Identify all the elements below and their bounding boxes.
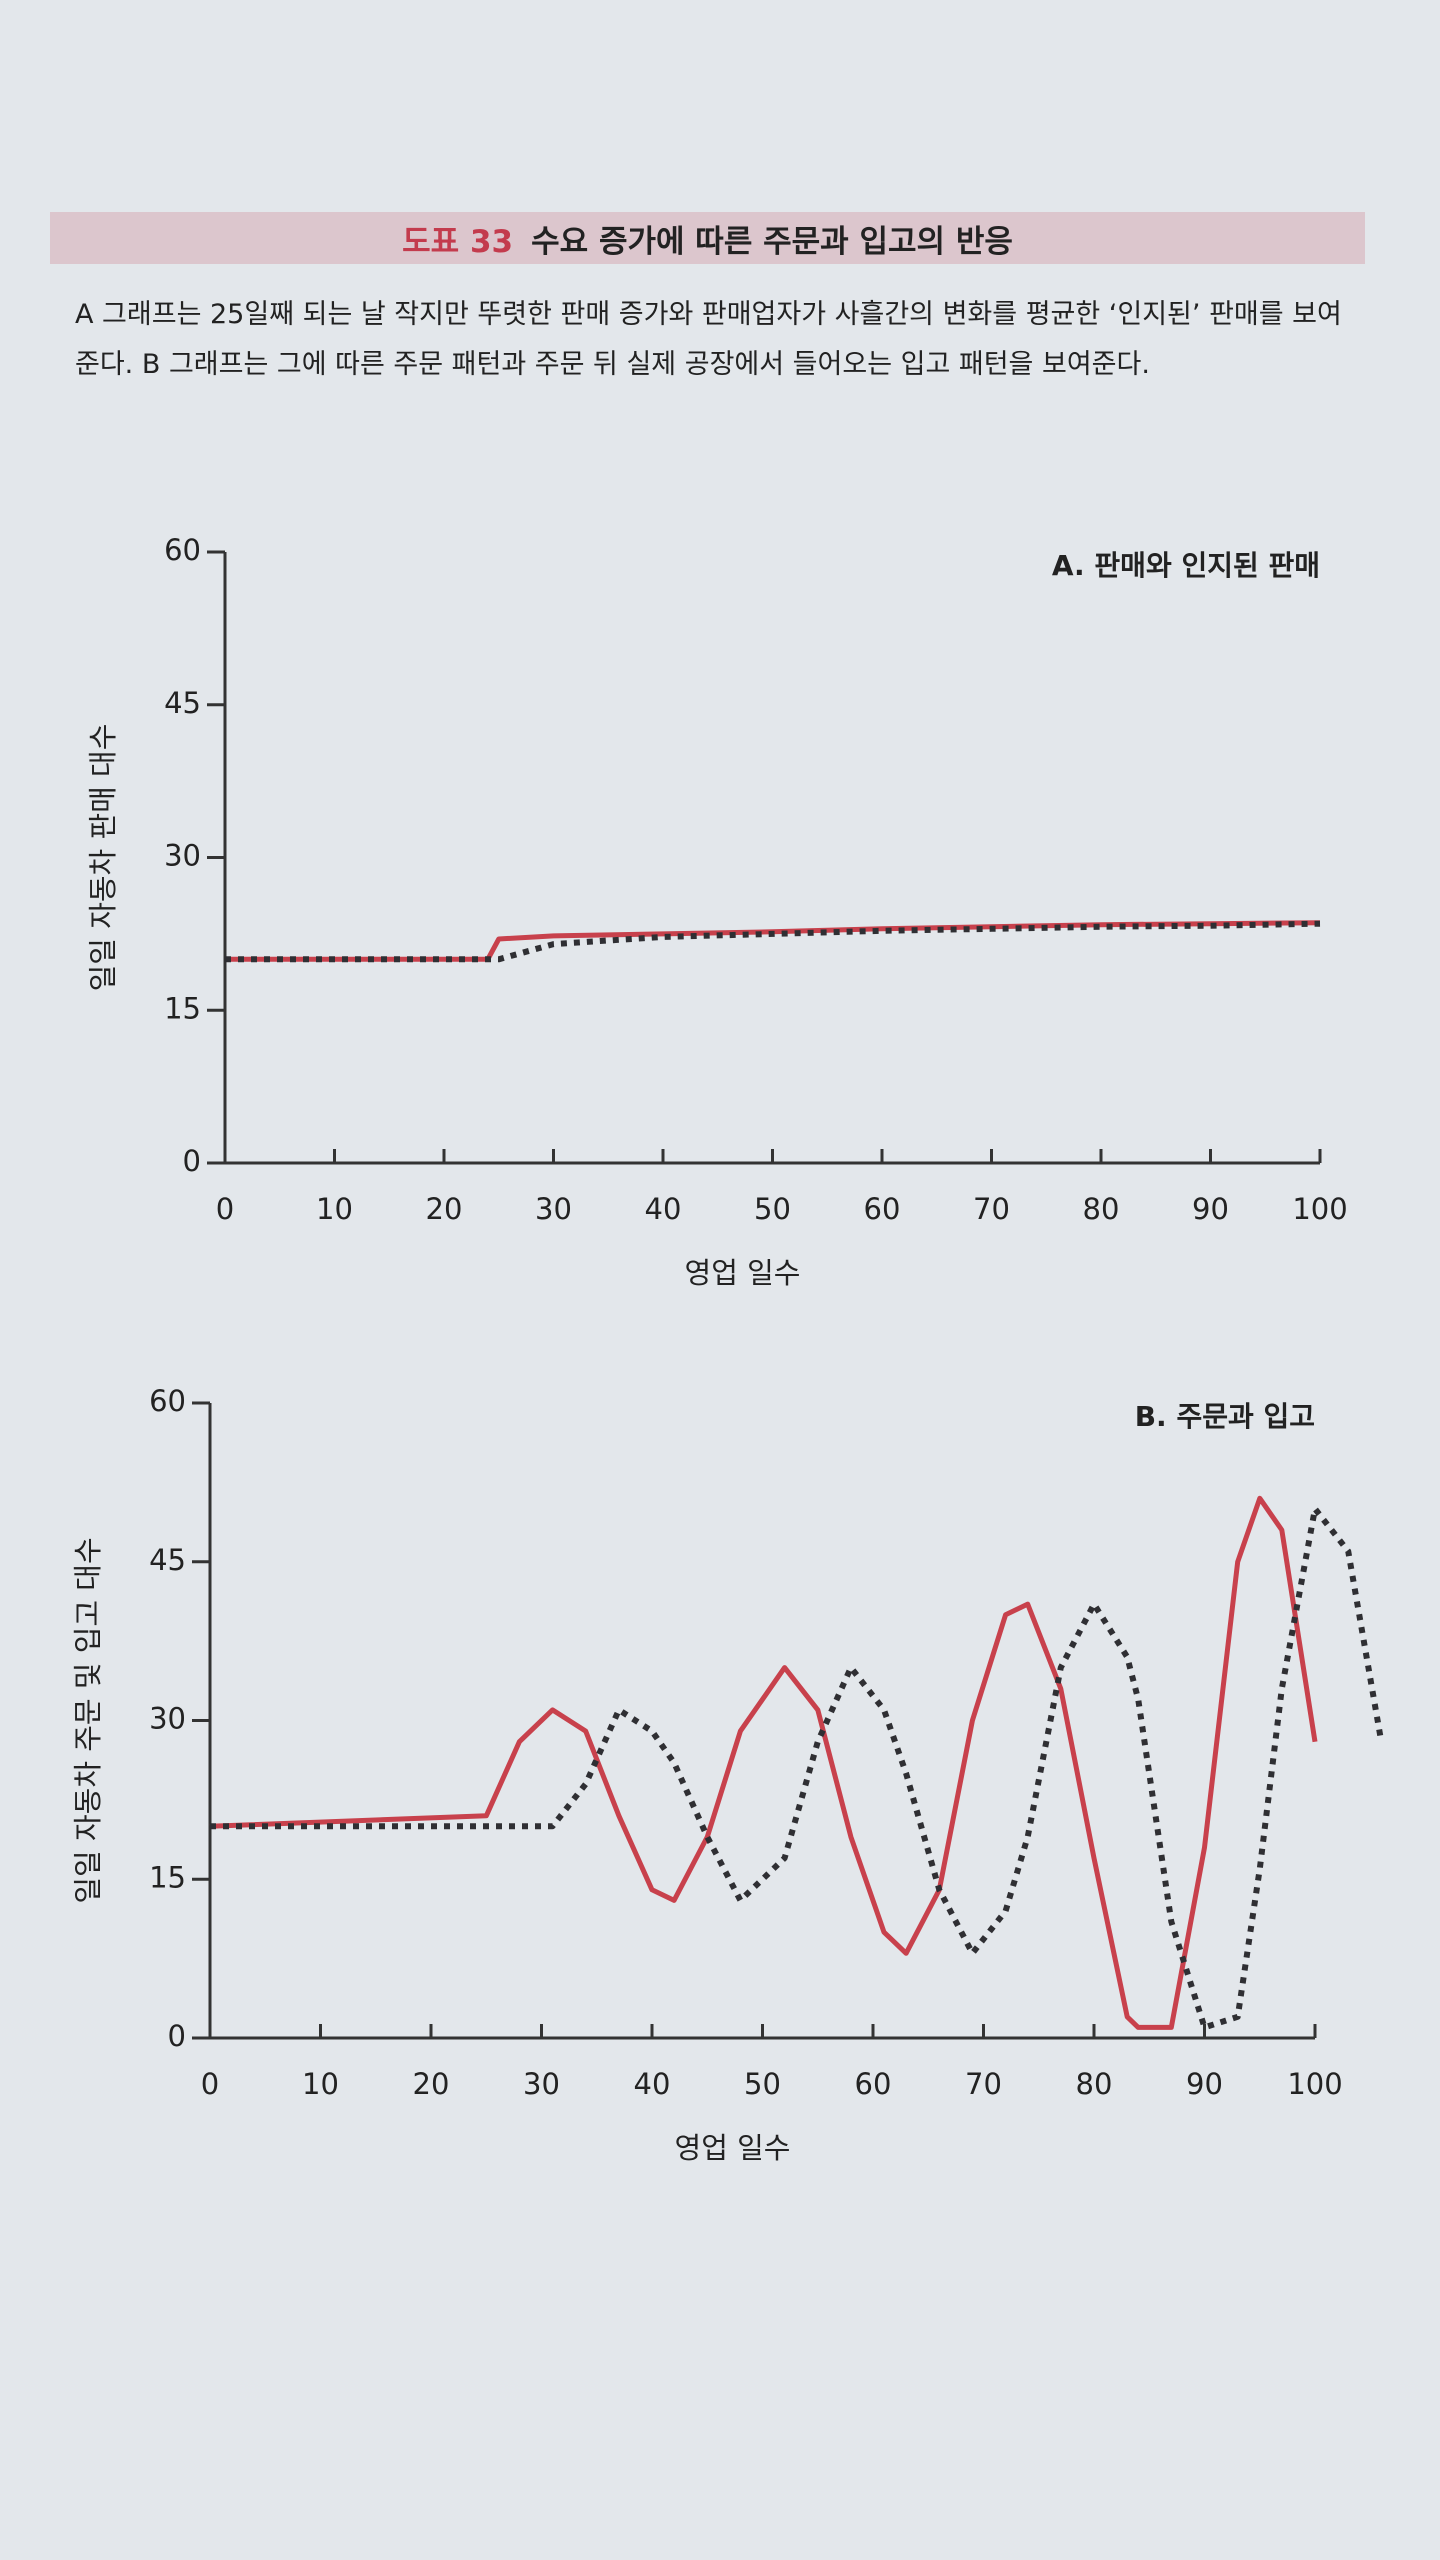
x-tick-label: 20: [426, 1192, 463, 1226]
description: A 그래프는 25일째 되는 날 작지만 뚜렷한 판매 증가와 판매업자가 사흘…: [75, 299, 1342, 380]
figure-title: 수요 증가에 따른 주문과 입고의 반응: [531, 223, 1013, 260]
series-line: [210, 1505, 1385, 2031]
x-tick-label: 90: [1192, 1192, 1229, 1226]
series-line: [225, 920, 1321, 963]
x-tick-label: 80: [1083, 1192, 1120, 1226]
x-tick-label: 60: [864, 1192, 901, 1226]
x-tick-label: 100: [1287, 2067, 1342, 2101]
x-tick-label: 20: [413, 2067, 450, 2101]
x-tick-label: 30: [535, 1192, 572, 1226]
x-tick-label: 50: [754, 1192, 791, 1226]
chart-title: A. 판매와 인지된 판매: [1052, 549, 1320, 582]
y-tick-label: 60: [149, 1384, 186, 1418]
x-tick-label: 80: [1076, 2067, 1113, 2101]
y-tick-label: 45: [149, 1543, 186, 1577]
x-tick-label: 90: [1186, 2067, 1223, 2101]
x-axis-label: 영업 일수: [675, 2131, 791, 2165]
x-tick-label: 70: [965, 2067, 1002, 2101]
figure-header: 도표 33 수요 증가에 따른 주문과 입고의 반응: [50, 212, 1365, 264]
x-axis-label: 영업 일수: [685, 1256, 801, 1290]
x-tick-label: 40: [634, 2067, 671, 2101]
x-tick-label: 40: [645, 1192, 682, 1226]
chart-title: B. 주문과 입고: [1135, 1400, 1315, 1433]
series-line: [209, 1495, 1318, 2030]
y-tick-label: 30: [164, 839, 201, 873]
x-tick-label: 50: [744, 2067, 781, 2101]
x-tick-label: 30: [523, 2067, 560, 2101]
x-tick-label: 70: [973, 1192, 1010, 1226]
y-axis-label: 일일 자동차 판매 대수: [86, 724, 120, 992]
x-tick-label: 100: [1292, 1192, 1347, 1226]
y-tick-label: 15: [149, 1860, 186, 1894]
x-tick-label: 60: [855, 2067, 892, 2101]
figure-label: 도표 33: [402, 223, 514, 260]
y-tick-label: 0: [168, 2019, 186, 2053]
y-tick-label: 45: [164, 686, 201, 720]
y-tick-label: 30: [149, 1702, 186, 1736]
y-tick-label: 0: [183, 1144, 201, 1178]
x-tick-label: 0: [216, 1192, 234, 1226]
x-tick-label: 10: [302, 2067, 339, 2101]
y-tick-label: 60: [164, 533, 201, 567]
x-tick-label: 0: [201, 2067, 219, 2101]
series-line: [225, 920, 1321, 962]
y-axis-label: 일일 자동차 주문 및 입고 대수: [71, 1537, 105, 1903]
y-tick-label: 15: [164, 991, 201, 1025]
x-tick-label: 10: [316, 1192, 353, 1226]
